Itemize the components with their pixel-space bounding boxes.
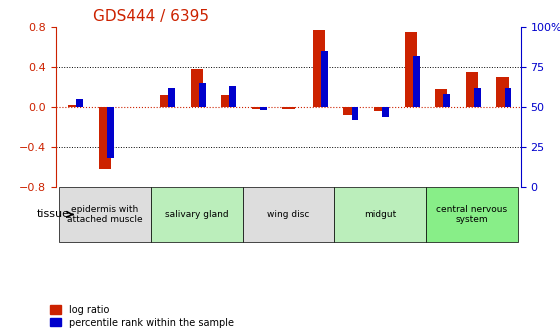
- Bar: [251, 107, 264, 109]
- Bar: [68, 105, 81, 107]
- Bar: [352, 107, 358, 120]
- Text: wing disc: wing disc: [267, 210, 310, 219]
- Text: salivary gland: salivary gland: [165, 210, 228, 219]
- Bar: [404, 32, 417, 107]
- Bar: [230, 86, 236, 107]
- Text: tissue: tissue: [37, 209, 70, 219]
- Bar: [107, 107, 114, 158]
- FancyBboxPatch shape: [334, 187, 426, 242]
- Bar: [282, 107, 295, 109]
- Bar: [199, 83, 206, 107]
- Text: central nervous
system: central nervous system: [436, 205, 507, 224]
- FancyBboxPatch shape: [242, 187, 334, 242]
- Bar: [221, 95, 234, 107]
- Bar: [168, 88, 175, 107]
- FancyBboxPatch shape: [59, 187, 151, 242]
- Bar: [435, 89, 447, 107]
- Bar: [444, 94, 450, 107]
- Bar: [77, 99, 83, 107]
- Bar: [466, 72, 478, 107]
- Bar: [382, 107, 389, 117]
- Bar: [374, 107, 386, 111]
- Legend: log ratio, percentile rank within the sample: log ratio, percentile rank within the sa…: [50, 305, 234, 328]
- Bar: [413, 56, 419, 107]
- Bar: [160, 95, 172, 107]
- Bar: [505, 88, 511, 107]
- FancyBboxPatch shape: [151, 187, 242, 242]
- Text: midgut: midgut: [364, 210, 396, 219]
- Bar: [474, 88, 480, 107]
- Text: epidermis with
attached muscle: epidermis with attached muscle: [67, 205, 143, 224]
- Bar: [343, 107, 356, 115]
- Bar: [313, 30, 325, 107]
- Bar: [99, 107, 111, 169]
- Bar: [190, 69, 203, 107]
- Text: GDS444 / 6395: GDS444 / 6395: [93, 9, 209, 24]
- Bar: [260, 107, 267, 110]
- Bar: [321, 51, 328, 107]
- Bar: [496, 77, 508, 107]
- FancyBboxPatch shape: [426, 187, 518, 242]
